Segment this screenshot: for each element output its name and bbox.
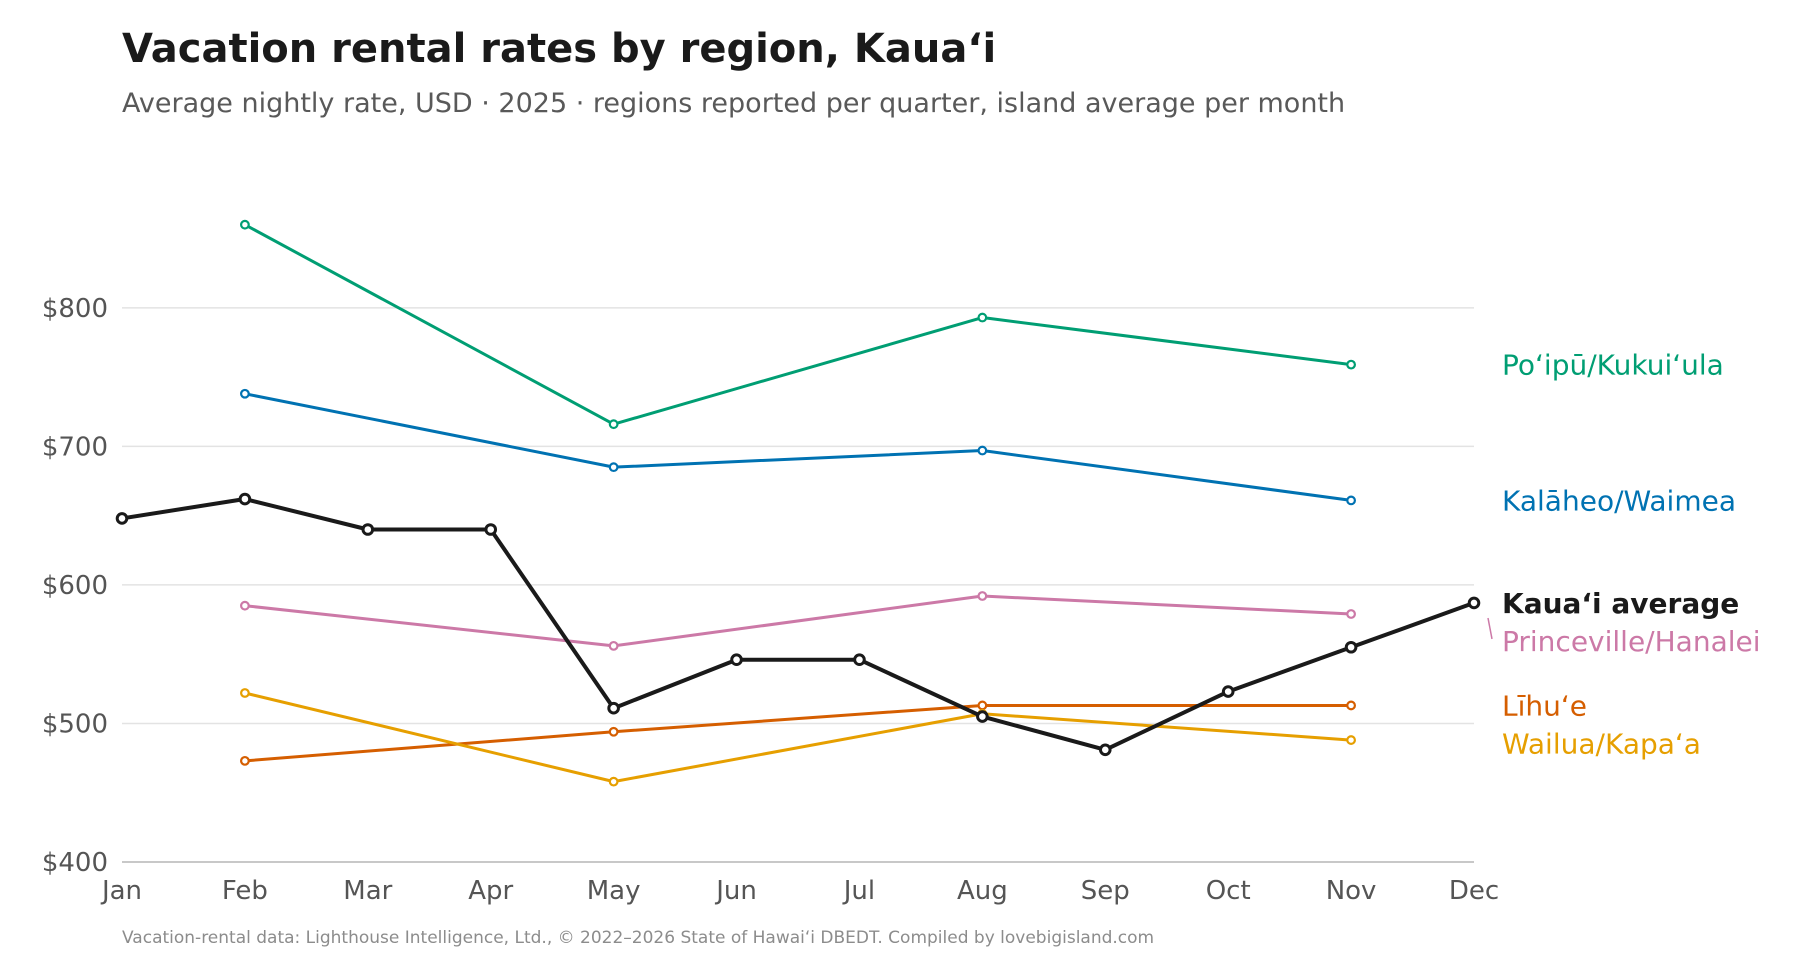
x-tick-label: Oct <box>1206 876 1251 906</box>
data-point <box>977 700 988 711</box>
chart-subtitle: Average nightly rate, USD · 2025 · regio… <box>122 88 1346 119</box>
data-point <box>608 726 619 737</box>
series-4-line <box>243 703 1353 763</box>
data-point <box>608 640 619 651</box>
data-point <box>240 219 250 230</box>
x-tick-label: May <box>587 876 641 906</box>
data-point <box>361 523 375 536</box>
series-label: Princeville/Hanalei <box>1502 625 1761 658</box>
data-point <box>240 388 250 399</box>
series-labels: Poʻipū/Kukuiʻula Kalāheo/Waimea Kauaʻi ave… <box>1487 349 1761 760</box>
x-tick-label: Aug <box>957 876 1008 906</box>
x-tick-label: Dec <box>1449 876 1499 906</box>
series-3 <box>240 591 1356 651</box>
data-point <box>240 688 250 698</box>
x-tick-label: Jun <box>714 876 757 906</box>
data-point <box>977 445 988 456</box>
series-1-line <box>243 392 1353 502</box>
series-2 <box>115 492 1481 757</box>
series-label: Poʻipū/Kukuiʻula <box>1502 349 1724 382</box>
data-point <box>608 419 619 430</box>
data-point <box>240 755 250 766</box>
data-point <box>1346 495 1356 506</box>
x-tick-label: Feb <box>222 876 268 906</box>
label-leader-line <box>1487 617 1493 640</box>
y-tick-label: $700 <box>42 432 108 462</box>
data-point <box>1346 735 1356 745</box>
series-lines <box>115 219 1481 787</box>
line-chart: $400 $500 $600 $700 $800 Jan Feb Mar Apr May Jun Ju… <box>42 219 1761 906</box>
x-tick-label: Mar <box>343 876 392 906</box>
series-5 <box>240 688 1356 787</box>
series-5-line <box>243 691 1353 784</box>
series-label: Līhuʻe <box>1502 689 1587 722</box>
x-tick-label: Nov <box>1326 876 1377 906</box>
x-tick-label: Apr <box>468 876 513 906</box>
data-point <box>976 710 989 723</box>
chart-title: Vacation rental rates by region, Kauaʻi <box>122 26 997 72</box>
data-point <box>608 462 619 473</box>
data-point <box>607 701 620 715</box>
data-point <box>1467 596 1481 610</box>
grid-lines <box>122 307 1474 725</box>
data-point <box>1098 743 1112 757</box>
x-tick-label: Jul <box>842 876 875 906</box>
series-0-line <box>243 223 1353 426</box>
data-point <box>977 312 988 323</box>
series-1 <box>240 388 1356 506</box>
y-tick-label: $400 <box>42 848 108 878</box>
series-2-line <box>120 497 1476 752</box>
y-tick-label: $500 <box>42 709 108 739</box>
data-point <box>1346 359 1356 370</box>
data-point <box>1221 685 1235 698</box>
y-tick-label: $600 <box>42 571 108 601</box>
y-tick-label: $800 <box>42 294 108 324</box>
data-point <box>1346 700 1356 711</box>
data-point <box>1346 609 1356 619</box>
data-point <box>853 653 866 667</box>
data-point <box>608 776 619 787</box>
series-0 <box>240 219 1356 430</box>
chart-source-note: Vacation-rental data: Lighthouse Intelli… <box>122 928 1155 948</box>
data-point <box>977 591 988 601</box>
data-point <box>115 512 129 525</box>
data-point <box>484 523 498 536</box>
data-point <box>238 492 252 506</box>
series-label: Kalāheo/Waimea <box>1502 484 1736 517</box>
x-tick-label: Sep <box>1081 876 1130 906</box>
series-4 <box>240 700 1356 766</box>
data-point <box>1344 640 1358 654</box>
data-point <box>240 600 250 611</box>
series-label: Wailua/Kapaʻa <box>1502 727 1701 760</box>
x-tick-label: Jan <box>100 876 142 906</box>
axes: $400 $500 $600 $700 $800 Jan Feb Mar Apr May Jun Ju… <box>42 294 1499 906</box>
series-3-line <box>243 594 1353 648</box>
series-label: Kauaʻi average <box>1502 587 1739 620</box>
data-point <box>730 653 743 667</box>
